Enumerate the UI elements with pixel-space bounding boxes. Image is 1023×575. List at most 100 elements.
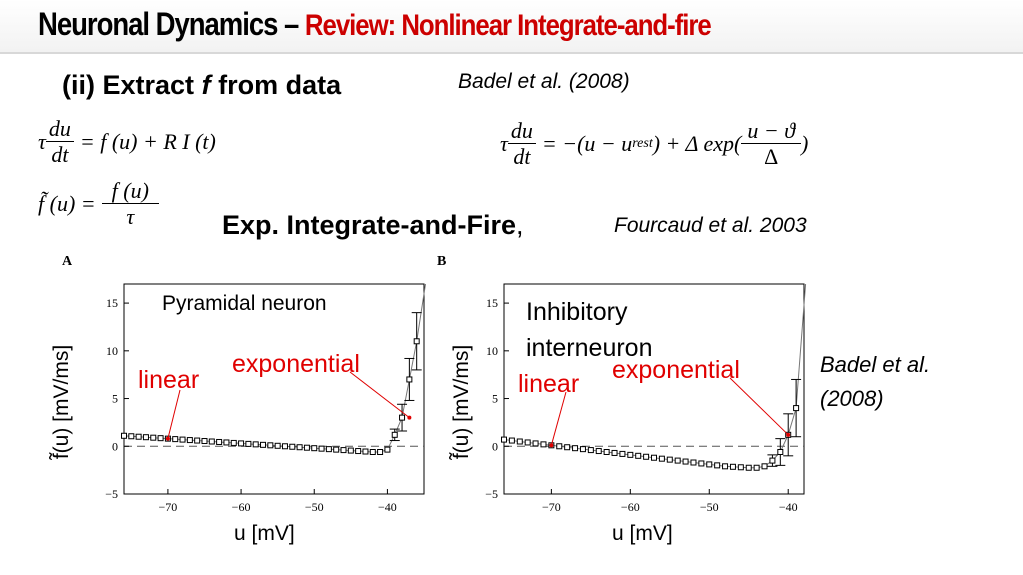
- eq3-mid: = −(u − u: [541, 130, 633, 156]
- data-point: [572, 445, 579, 452]
- chart-a-title: Pyramidal neuron: [162, 292, 327, 315]
- data-point: [135, 433, 142, 440]
- data-point: [274, 442, 281, 449]
- data-point: [311, 445, 318, 452]
- y-tick-label: 5: [112, 392, 118, 406]
- data-point: [698, 460, 705, 467]
- eq3-end: ): [801, 130, 809, 156]
- equation-ftilde: f̃ (u) = f (u) τ: [38, 178, 159, 230]
- data-point: [753, 464, 760, 471]
- eq1-rhs: = f (u) + R I (t): [79, 128, 216, 154]
- eq2-fraction: f (u) τ: [101, 178, 159, 230]
- y-tick-label: 5: [492, 392, 498, 406]
- data-point: [281, 443, 288, 450]
- eq1-num: du: [45, 116, 74, 143]
- data-point: [706, 461, 713, 468]
- data-point: [722, 463, 729, 470]
- chart-a-xlabel: u [mV]: [234, 522, 295, 545]
- data-point: [128, 433, 135, 440]
- data-point: [564, 444, 571, 451]
- y-tick-label: 10: [106, 344, 118, 358]
- data-point: [643, 453, 650, 460]
- eq2-den: τ: [126, 204, 135, 230]
- data-point: [179, 436, 186, 443]
- data-point: [150, 434, 157, 441]
- annotation-arrow: [550, 391, 567, 446]
- data-point: [194, 437, 201, 444]
- chart-a-linear-label: linear: [138, 366, 200, 394]
- data-point: [121, 432, 127, 439]
- data-point: [690, 459, 697, 466]
- x-tick-label: −40: [779, 500, 798, 514]
- data-point: [619, 450, 626, 457]
- data-point: [587, 447, 594, 454]
- annotation-arrowhead: [165, 436, 170, 441]
- data-point: [201, 438, 208, 445]
- y-tick-label: 15: [486, 296, 498, 310]
- data-point: [216, 438, 223, 445]
- chart-b-ylabel: f̃(u) [mV/ms]: [450, 344, 473, 460]
- plot-frame: [503, 283, 805, 495]
- eq1-den: dt: [51, 142, 69, 168]
- data-point: [603, 449, 610, 455]
- equation-lif: τ du dt = f (u) + R I (t): [38, 116, 216, 168]
- data-point: [556, 443, 563, 450]
- data-point: [761, 463, 768, 470]
- data-point: [384, 446, 391, 453]
- data-point: [289, 443, 296, 450]
- eif-comma: ,: [516, 210, 524, 240]
- equation-eif: τ du dt = −(u − u rest ) + Δ exp( u − ϑ Δ…: [500, 118, 808, 170]
- data-point: [737, 464, 744, 471]
- y-tick-label: 0: [492, 439, 498, 453]
- eq1-tau: τ: [38, 128, 46, 154]
- data-point: [318, 445, 325, 452]
- chart-a-exponential-label: exponential: [232, 350, 360, 378]
- subtitle-var: f: [201, 70, 211, 100]
- data-point: [769, 457, 776, 464]
- x-tick-label: −50: [305, 500, 324, 514]
- data-point: [508, 437, 515, 444]
- eq2-num: f (u): [101, 178, 159, 205]
- plot-frame: [123, 283, 425, 495]
- data-point: [230, 439, 237, 446]
- data-point: [658, 455, 665, 462]
- data-point: [714, 462, 721, 469]
- x-tick-label: −50: [700, 500, 719, 514]
- data-point: [516, 438, 523, 445]
- citation-right-line2: (2008): [820, 386, 884, 411]
- x-tick-label: −40: [378, 500, 397, 514]
- data-point: [267, 442, 274, 449]
- data-point: [391, 431, 398, 438]
- data-point: [223, 439, 230, 446]
- data-point: [540, 441, 547, 448]
- data-point: [501, 436, 507, 443]
- eq3-exp-fraction: u − ϑ Δ: [741, 118, 802, 170]
- data-point: [627, 451, 634, 458]
- data-point: [651, 454, 657, 461]
- data-point: [333, 446, 340, 453]
- chart-a: −5 0 5 10 15 −70 −60 −50 −40: [60, 262, 430, 552]
- title-bar: [0, 0, 1023, 54]
- eq3-sub: rest: [632, 135, 653, 151]
- citation-top: Badel et al. (2008): [458, 70, 630, 93]
- data-point: [142, 434, 149, 441]
- chart-b: −5 0 5 10 15 −70 −60 −50 −40: [440, 262, 810, 552]
- annotation-arrow: [349, 371, 410, 419]
- data-point: [377, 449, 384, 455]
- data-point: [793, 405, 800, 412]
- data-point: [406, 376, 413, 383]
- data-point: [325, 446, 332, 453]
- data-point: [745, 464, 752, 471]
- chart-b-exponential-label: exponential: [612, 356, 740, 384]
- y-tick-label: −5: [105, 487, 118, 501]
- eq2-left: f̃ (u) =: [38, 190, 96, 216]
- data-point: [635, 452, 642, 459]
- annotation-arrowhead: [549, 443, 554, 448]
- data-point: [208, 438, 215, 445]
- data-point: [238, 440, 245, 447]
- subtitle-pre: (ii) Extract: [62, 70, 195, 100]
- data-point: [595, 448, 602, 455]
- data-point: [172, 436, 179, 443]
